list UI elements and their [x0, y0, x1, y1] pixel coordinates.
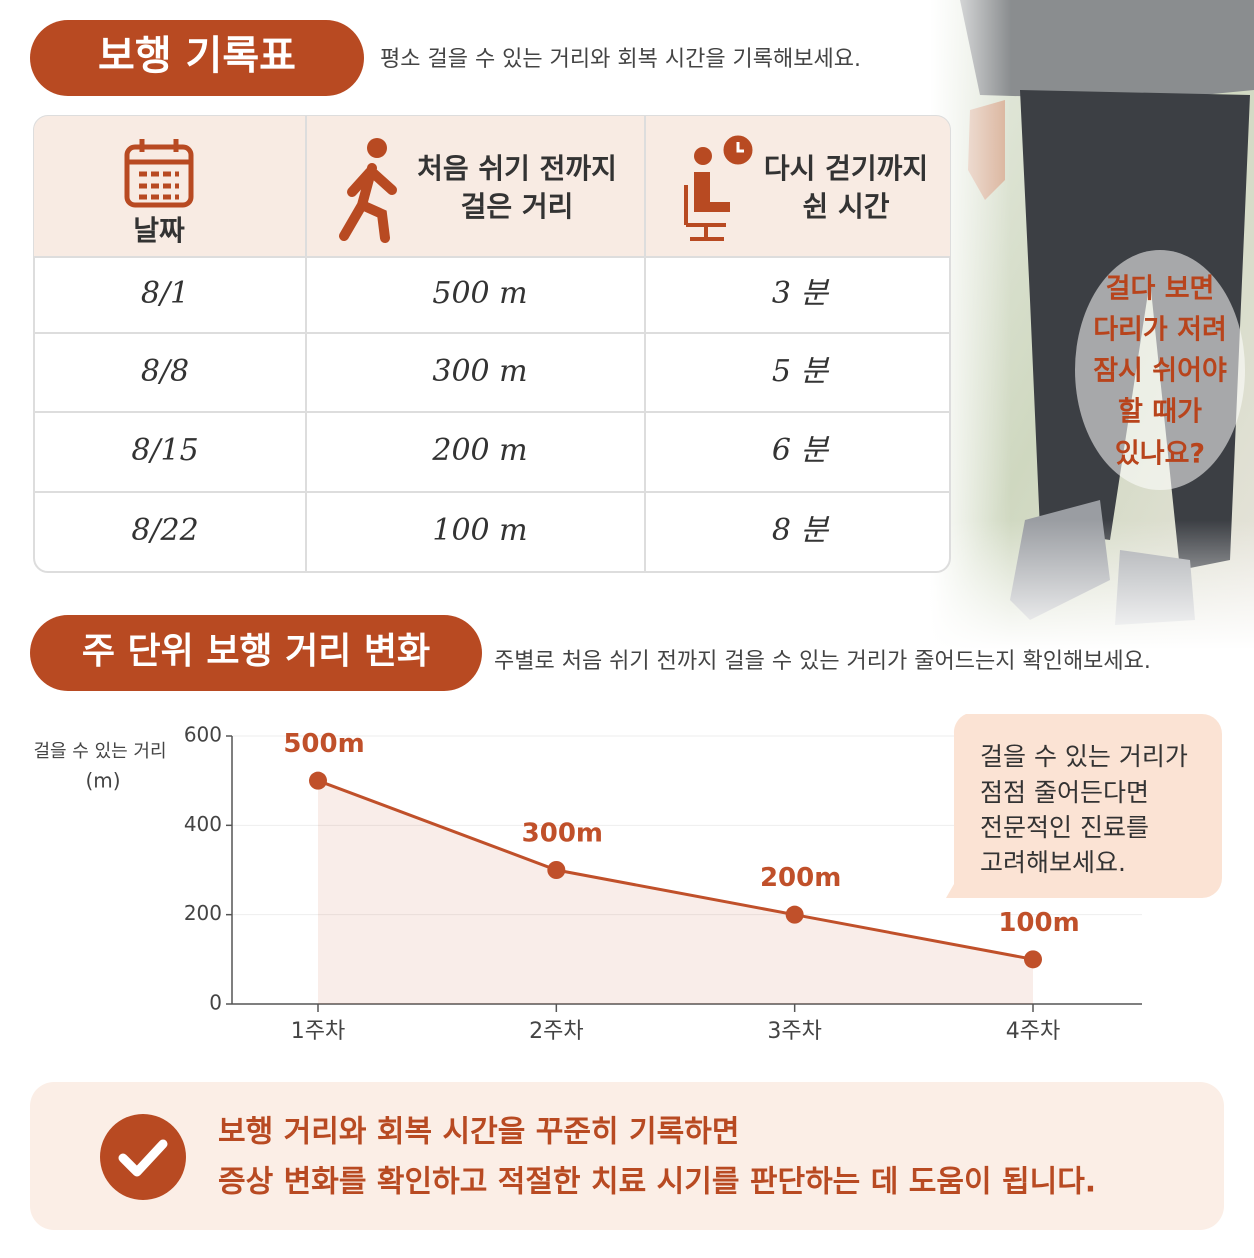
value-label: 500m	[283, 729, 364, 759]
y-axis-label: (m)	[85, 769, 120, 793]
callout: 고려해보세요.	[980, 848, 1126, 877]
side-note: 있나요?	[1115, 439, 1205, 470]
x-tick-label: 2주차	[529, 1019, 583, 1044]
table-cell: 500 m	[432, 276, 527, 311]
column-header: 처음 쉬기 전까지	[417, 152, 617, 185]
table-cell: 8/15	[131, 433, 198, 468]
side-note: 잠시 쉬어야	[1093, 356, 1227, 387]
table-cell: 8/1	[141, 276, 189, 311]
table	[33, 115, 951, 573]
x-tick-label: 1주차	[291, 1019, 345, 1044]
table-cell: 8/8	[141, 354, 189, 389]
y-tick-label: 0	[209, 991, 222, 1015]
footer-text: 보행 거리와 회복 시간을 꾸준히 기록하면	[218, 1115, 739, 1150]
column-header: 날짜	[133, 214, 185, 247]
table-cell: 300 m	[432, 354, 527, 389]
footer-box	[30, 1082, 1224, 1230]
table-cell: 8/22	[131, 513, 198, 548]
walker-icon	[339, 138, 397, 243]
photo	[930, 0, 1254, 650]
y-axis-label: 걸을 수 있는 거리	[33, 741, 166, 762]
y-tick-label: 400	[184, 812, 222, 836]
point	[309, 771, 327, 790]
column-header: 걸은 거리	[461, 190, 574, 223]
table-cell: 5 분	[772, 354, 830, 389]
callout-box	[946, 714, 1222, 898]
y-tick-label: 600	[184, 723, 222, 747]
side-note: 걸다 보면	[1106, 274, 1215, 305]
x-tick-label: 4주차	[1006, 1019, 1060, 1044]
subtitle: 평소 걸을 수 있는 거리와 회복 시간을 기록해보세요.	[380, 47, 861, 72]
side-note: 할 때가	[1118, 397, 1202, 428]
callout: 점점 줄어든다면	[980, 778, 1149, 807]
y-tick-label: 200	[184, 901, 222, 925]
callout: 전문적인 진료를	[980, 813, 1149, 842]
value-label: 200m	[760, 863, 841, 893]
table-cell: 200 m	[431, 433, 527, 468]
table-cell: 6 분	[772, 433, 830, 468]
table-body: 8/1 500 m 3 분 8/8 300 m 5 분 8/15 200 m 6 분 8/22 10…	[131, 276, 829, 548]
callout: 걸을 수 있는 거리가	[980, 742, 1188, 771]
column-header: 쉰 시간	[802, 190, 889, 223]
section-pill	[30, 615, 482, 691]
section-title: 주 단위 보행 거리 변화	[82, 631, 430, 672]
check-mark	[118, 1139, 168, 1177]
table-cell: 8 분	[772, 513, 830, 548]
column-header: 다시 걷기까지	[764, 152, 928, 185]
side-note: 다리가 저려	[1093, 315, 1227, 346]
table-cell: 3 분	[772, 276, 830, 311]
value-label: 300m	[522, 819, 603, 849]
point	[785, 905, 804, 924]
value-label: 100m	[998, 908, 1079, 938]
title: 보행 기록표	[98, 33, 296, 79]
table-cell: 100 m	[432, 513, 527, 548]
point	[547, 861, 566, 879]
footer-text: 증상 변화를 확인하고 적절한 치료 시기를 판단하는 데 도움이 됩니다.	[218, 1165, 1096, 1200]
line	[317, 779, 1034, 961]
check-icon	[100, 1114, 186, 1200]
chart: 0 200 400 600 1주차 500m 2주차 300m 3주차 200m 4주차 100m	[184, 723, 1142, 1044]
x-tick-label: 3주차	[767, 1019, 821, 1044]
sitting-icon	[684, 135, 753, 241]
section-subtitle: 주별로 처음 쉬기 전까지 걸을 수 있는 거리가 줄어드는지 확인해보세요.	[494, 649, 1151, 674]
calendar-icon	[124, 139, 194, 208]
title-pill	[30, 20, 364, 96]
point	[1024, 950, 1042, 969]
